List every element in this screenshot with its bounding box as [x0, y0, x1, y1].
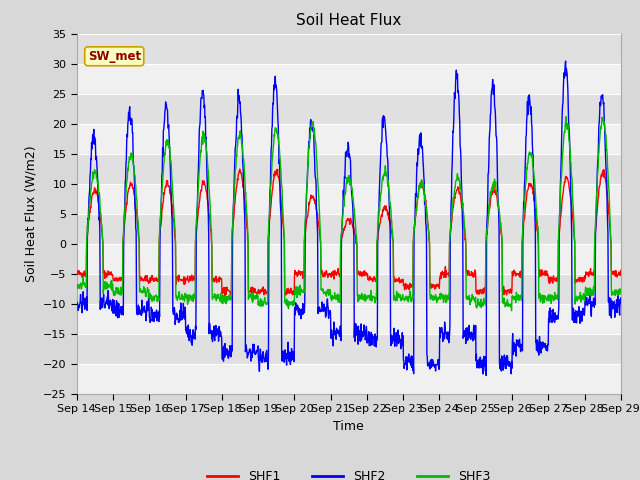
Bar	[77, 214, 621, 243]
Bar	[77, 63, 621, 94]
SHF2	[194, 182, 202, 188]
SHF1	[617, 267, 625, 273]
Bar	[77, 243, 621, 274]
Line: SHF2: SHF2	[77, 61, 621, 375]
SHF2	[553, 316, 561, 322]
SHF1	[221, 293, 229, 299]
SHF1	[255, 291, 263, 297]
SHF1	[236, 166, 244, 172]
SHF2	[617, 295, 625, 301]
SHF1	[553, 278, 561, 284]
Bar	[77, 123, 621, 154]
Title: Soil Heat Flux: Soil Heat Flux	[296, 13, 401, 28]
Bar	[77, 364, 621, 394]
SHF1	[180, 275, 188, 280]
SHF3	[508, 308, 515, 313]
SHF2	[255, 357, 262, 363]
SHF3	[180, 299, 188, 304]
SHF2	[562, 58, 570, 64]
Bar	[77, 154, 621, 183]
SHF3	[73, 282, 81, 288]
Line: SHF3: SHF3	[77, 117, 621, 311]
SHF1	[194, 215, 202, 220]
SHF2	[505, 363, 513, 369]
SHF2	[73, 300, 81, 305]
Text: SW_met: SW_met	[88, 50, 141, 63]
Bar	[77, 94, 621, 123]
SHF2	[433, 362, 441, 368]
SHF3	[194, 194, 202, 200]
Legend: SHF1, SHF2, SHF3: SHF1, SHF2, SHF3	[202, 465, 495, 480]
Bar	[77, 183, 621, 214]
Bar	[77, 34, 621, 63]
Bar	[77, 303, 621, 334]
SHF2	[483, 372, 490, 378]
Bar	[77, 274, 621, 303]
SHF3	[504, 303, 512, 309]
SHF1	[505, 288, 513, 294]
SHF1	[73, 270, 81, 276]
Line: SHF1: SHF1	[77, 169, 621, 296]
SHF3	[553, 295, 561, 301]
SHF3	[617, 289, 625, 295]
Bar	[77, 334, 621, 364]
Y-axis label: Soil Heat Flux (W/m2): Soil Heat Flux (W/m2)	[24, 145, 37, 282]
SHF1	[434, 281, 442, 287]
X-axis label: Time: Time	[333, 420, 364, 432]
SHF3	[255, 298, 262, 304]
SHF2	[180, 316, 188, 322]
SHF3	[433, 296, 441, 302]
SHF3	[562, 114, 570, 120]
